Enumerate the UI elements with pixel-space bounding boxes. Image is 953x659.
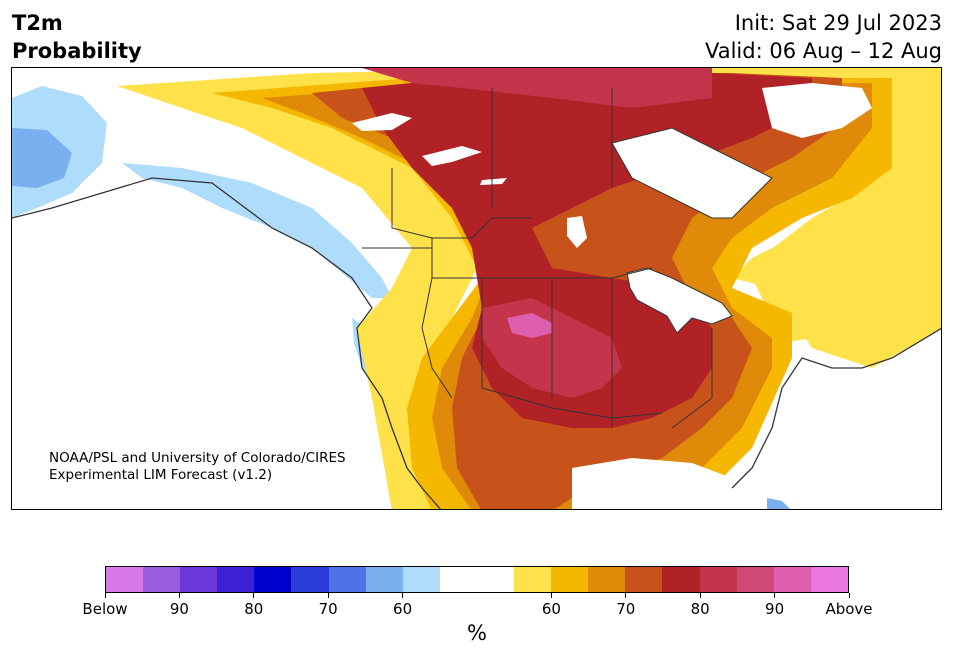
colorbar-segment (662, 567, 700, 592)
colorbar-tick-mark (848, 593, 850, 598)
colorbar-tick-mark (774, 593, 776, 598)
colorbar-segment (625, 567, 663, 592)
title-block: T2m Probability (12, 9, 142, 65)
canadian-lake-1 (352, 113, 412, 131)
map-canvas (12, 68, 941, 509)
colorbar-segment (588, 567, 626, 592)
date-block: Init: Sat 29 Jul 2023 Valid: 06 Aug – 12… (705, 9, 942, 65)
colorbar-segment (476, 567, 515, 592)
quantity-title: Probability (12, 39, 142, 63)
colorbar-tick-mark (327, 593, 329, 598)
colorbar-tick-label: 70 (318, 600, 338, 618)
caribbean-blue (767, 498, 790, 509)
coastline (12, 177, 941, 509)
colorbar-segment (217, 567, 255, 592)
colorbar-segment (143, 567, 181, 592)
alaska-blue-core (12, 128, 72, 188)
colorbar-tick-label: 90 (765, 600, 785, 618)
colorbar-segment (551, 567, 589, 592)
colorbar-segment (810, 567, 848, 592)
colorbar-segment (773, 567, 811, 592)
northeast-yellow (747, 178, 912, 343)
colorbar-tick-label: Above (825, 600, 873, 618)
hudson-bay (611, 127, 773, 219)
colorbar-tick-label: 90 (169, 600, 189, 618)
colorbar-segment (291, 567, 329, 592)
credit-line-2: Experimental LIM Forecast (v1.2) (49, 467, 273, 483)
colorbar-tick-mark (625, 593, 627, 598)
colorbar (105, 566, 849, 593)
colorbar-tick-label: Below (82, 600, 128, 618)
colorbar-tick-label: 70 (616, 600, 636, 618)
valid-range: Valid: 06 Aug – 12 Aug (704, 39, 942, 63)
red-zone (362, 73, 812, 428)
colorbar-tick-mark (253, 593, 255, 598)
colorbar-tick-label: 60 (393, 600, 413, 618)
probability-map (11, 67, 942, 510)
colorbar-segment (365, 567, 403, 592)
colorbar-unit: % (467, 621, 487, 645)
gulf-of-mexico (572, 458, 798, 509)
colorbar-segment (402, 567, 440, 592)
colorbar-tick-mark (550, 593, 552, 598)
colorbar-segment (106, 567, 144, 592)
colorbar-segment (328, 567, 366, 592)
colorbar-segment (736, 567, 774, 592)
canadian-lake-3 (567, 216, 587, 248)
colorbar-segment (254, 567, 292, 592)
crimson-north (362, 68, 712, 108)
colorbar-tick-label: 80 (244, 600, 264, 618)
credit-text: NOAA/PSL and University of Colorado/CIRE… (49, 450, 346, 484)
colorbar-tick-mark (699, 593, 701, 598)
colorbar-tick-label: 80 (690, 600, 710, 618)
colorbar-tick-mark (178, 593, 180, 598)
colorbar-segment (699, 567, 737, 592)
variable-title: T2m (12, 11, 63, 35)
credit-line-1: NOAA/PSL and University of Colorado/CIRE… (49, 450, 346, 466)
colorbar-segment (439, 567, 477, 592)
pink-core (507, 313, 552, 338)
colorbar-tick-label: 60 (541, 600, 561, 618)
pacific-coast-blue (122, 163, 392, 298)
colorbar-segment (180, 567, 218, 592)
init-date: Init: Sat 29 Jul 2023 (734, 11, 942, 35)
boundary-lines (362, 88, 713, 429)
arctic-water (762, 83, 872, 138)
colorbar-tick-mark (104, 593, 106, 598)
canadian-lake-2 (422, 146, 482, 166)
canadian-lake-4 (480, 178, 507, 185)
great-lakes (626, 267, 733, 334)
colorbar-tick-mark (402, 593, 404, 598)
colorbar-segment (514, 567, 552, 592)
